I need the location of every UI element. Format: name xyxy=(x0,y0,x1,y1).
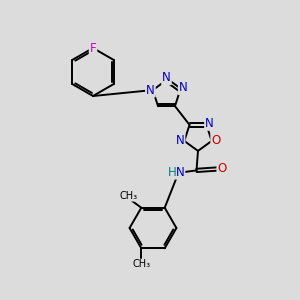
Text: H: H xyxy=(167,166,176,179)
Text: N: N xyxy=(205,117,214,130)
Text: N: N xyxy=(179,81,188,94)
Text: N: N xyxy=(176,166,185,179)
Text: CH₃: CH₃ xyxy=(132,260,150,269)
Text: N: N xyxy=(176,134,184,147)
Text: CH₃: CH₃ xyxy=(119,191,137,201)
Text: F: F xyxy=(90,41,96,55)
Text: N: N xyxy=(162,71,171,84)
Text: O: O xyxy=(211,134,220,147)
Text: O: O xyxy=(218,162,226,176)
Text: N: N xyxy=(146,84,155,97)
